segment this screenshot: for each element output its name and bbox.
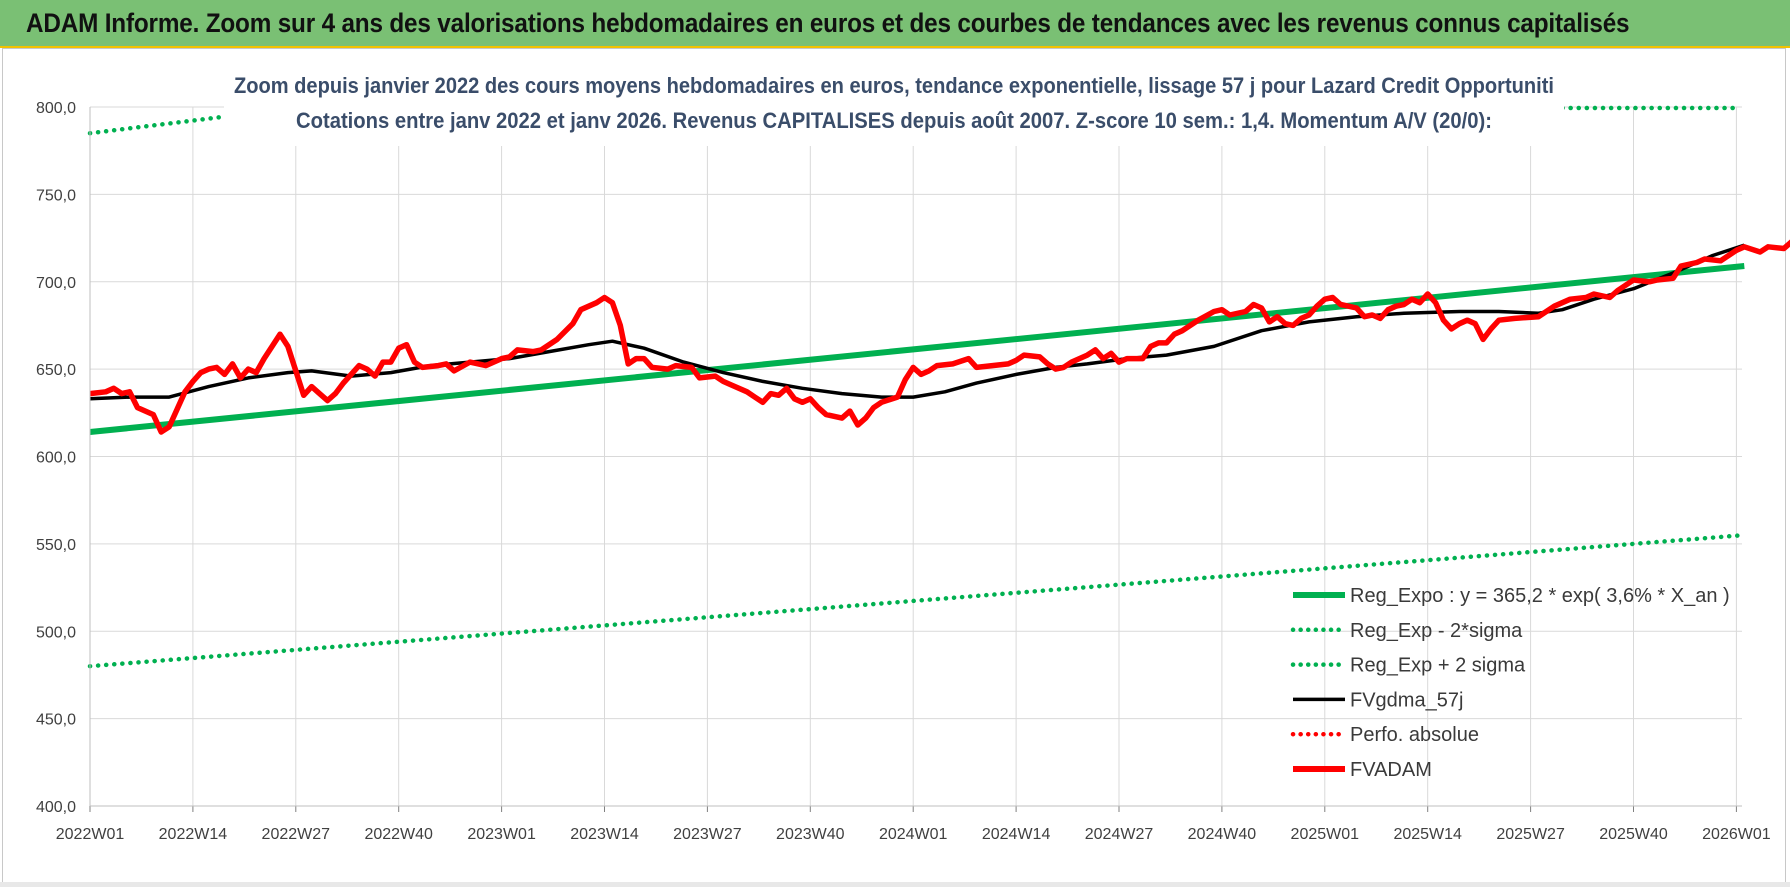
x-tick-label: 2025W40 <box>1599 826 1668 843</box>
x-tick-label: 2025W01 <box>1291 826 1360 843</box>
y-tick-label: 550,0 <box>36 537 76 554</box>
chart-subtitle: Cotations entre janv 2022 et janv 2026. … <box>296 108 1492 133</box>
page-title: ADAM Informe. Zoom sur 4 ans des valoris… <box>26 8 1630 38</box>
x-tick-label: 2022W14 <box>159 826 228 843</box>
fvadam-line <box>89 239 1790 435</box>
upper-band-line <box>87 113 235 136</box>
legend-label: Reg_Expo : y = 365,2 * exp( 3,6% * X_an … <box>1350 585 1730 607</box>
x-tick-label: 2024W01 <box>879 826 948 843</box>
legend-label: Reg_Exp - 2*sigma <box>1350 620 1523 642</box>
x-tick-label: 2022W27 <box>262 826 331 843</box>
legend-label: FVADAM <box>1350 759 1432 781</box>
x-tick-label: 2024W40 <box>1188 826 1257 843</box>
y-tick-label: 500,0 <box>36 624 76 641</box>
lower-band-line <box>87 532 1747 669</box>
y-tick-label: 650,0 <box>36 362 76 379</box>
x-tick-label: 2024W27 <box>1085 826 1154 843</box>
x-tick-label: 2023W01 <box>467 826 536 843</box>
y-tick-label: 400,0 <box>36 799 76 816</box>
x-tick-label: 2025W14 <box>1393 826 1462 843</box>
x-tick-label: 2024W14 <box>982 826 1051 843</box>
x-tick-label: 2025W27 <box>1496 826 1565 843</box>
y-tick-label: 750,0 <box>36 187 76 204</box>
grid-layer <box>89 106 1742 807</box>
x-tick-label: 2026W01 <box>1702 826 1771 843</box>
legend: Reg_Expo : y = 365,2 * exp( 3,6% * X_an … <box>1290 585 1730 781</box>
legend-label: Reg_Exp + 2 sigma <box>1350 655 1526 677</box>
y-tick-label: 450,0 <box>36 712 76 729</box>
x-tick-label: 2022W40 <box>364 826 433 843</box>
x-tick-label: 2023W40 <box>776 826 845 843</box>
y-tick-label: 800,0 <box>36 100 76 117</box>
legend-label: Perfo. absolue <box>1350 724 1479 746</box>
axis-layer: 800,0 750,0 700,0 650,0 600,0 550,0 500,0 450,0… <box>36 100 1771 843</box>
legend-label: FVgdma_57j <box>1350 689 1463 711</box>
regression-line <box>89 263 1745 435</box>
bottom-strip <box>0 882 1790 887</box>
plot-layer <box>87 105 1790 669</box>
subtitle-background <box>224 70 1564 146</box>
x-tick-label: 2023W27 <box>673 826 742 843</box>
x-tick-label: 2022W01 <box>56 826 125 843</box>
chart-title: Zoom depuis janvier 2022 des cours moyen… <box>234 73 1554 98</box>
x-tick-label: 2023W14 <box>570 826 639 843</box>
y-tick-label: 600,0 <box>36 450 76 467</box>
header-bar: ADAM Informe. Zoom sur 4 ans des valoris… <box>0 0 1790 48</box>
y-tick-label: 700,0 <box>36 275 76 292</box>
